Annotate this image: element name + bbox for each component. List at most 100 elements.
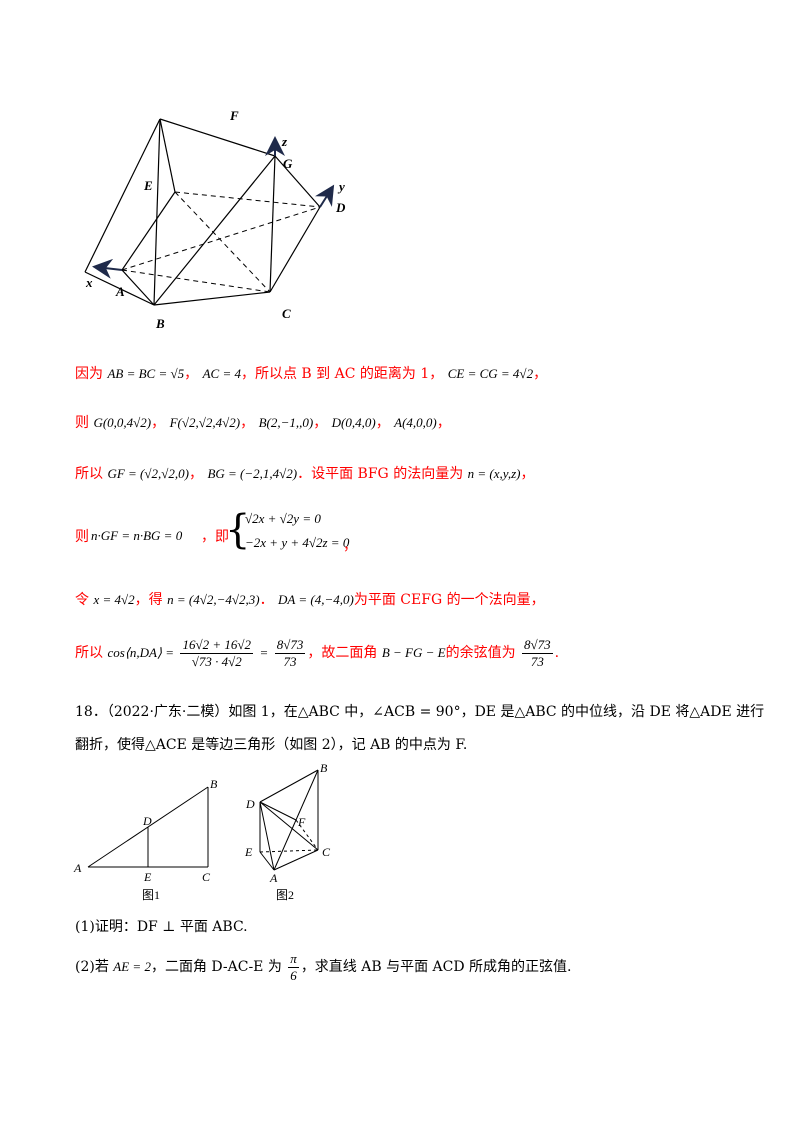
solution-line-5: 令 x = 4√2，得 n = (4√2,−4√2,3)． DA = (4,−4…: [75, 590, 545, 610]
label-z: z: [281, 134, 288, 149]
segment-EA: [259, 851, 275, 871]
y-axis-arrow: [315, 184, 335, 208]
label-G: G: [283, 156, 293, 171]
text: 因为: [75, 366, 103, 382]
math-expr: √2x + √2y = 0: [245, 511, 321, 526]
math-expr: B − FG − E: [381, 645, 446, 660]
math-expr: AE = 2: [113, 959, 151, 974]
text: ，二面角 D-AC-E 为: [150, 959, 282, 975]
segment-AC: [273, 849, 319, 871]
math-expr: n·GF = n·BG = 0: [91, 528, 183, 543]
denominator: 73: [283, 653, 297, 669]
math-expr: DA = (4,−4,0): [278, 592, 354, 607]
text: ，: [343, 538, 357, 554]
text: ．设平面 BFG 的法向量为: [297, 466, 464, 482]
solution-line-3: 所以 GF = (√2,√2,0)， BG = (−2,1,4√2)．设平面 B…: [75, 464, 534, 484]
fig1-label-E: E: [143, 870, 152, 884]
fig2-caption: 图2: [276, 888, 294, 902]
numerator: 8√73: [274, 636, 306, 654]
math-expr: B(2,−1,,0): [258, 415, 314, 430]
text: ，: [313, 415, 328, 431]
text: 所以: [75, 466, 103, 482]
fig1-label-D: D: [142, 814, 152, 828]
solution-line-1: 因为 AB = BC = √5， AC = 4，所以点 B 到 AC 的距离为 …: [75, 364, 547, 384]
text: .: [554, 645, 560, 661]
problem-18-line-1: 18．（2022·广东·二模）如图 1，在△ABC 中，∠ACB = 90°，D…: [75, 704, 765, 720]
math-expr: n = (x,y,z): [467, 466, 521, 481]
denominator: 6: [290, 967, 297, 983]
text: 为平面 CEFG 的一个法向量，: [353, 592, 545, 608]
text: ，: [436, 415, 451, 431]
text: ．: [259, 592, 274, 608]
fig2-label-E: E: [244, 845, 253, 859]
brace: {: [225, 507, 251, 553]
fig2-label-B: B: [320, 761, 328, 775]
label-x: x: [85, 275, 93, 290]
fig2-label-D: D: [245, 797, 255, 811]
segment-EC-hidden: [259, 849, 319, 853]
text: 的余弦值为: [445, 645, 516, 661]
denominator: 73: [530, 653, 544, 669]
solid-hidden-edges: [121, 191, 321, 293]
text: ，: [151, 415, 166, 431]
text: ，: [533, 366, 548, 382]
text: ，: [188, 466, 203, 482]
math-expr: x = 4√2: [93, 592, 135, 607]
fig1-label-B: B: [210, 777, 218, 791]
math-expr: D(0,4,0): [331, 415, 376, 430]
question-1: (1)证明：DF ⊥ 平面 ABC.: [75, 919, 248, 935]
label-C: C: [282, 306, 291, 321]
x-axis-arrow: [92, 258, 123, 279]
fig2-label-C: C: [322, 845, 331, 859]
solid-figure: F z G E y D x A B C: [84, 108, 346, 331]
math-expr: cos⟨n,DA⟩ =: [107, 645, 175, 660]
text: ，即: [201, 529, 229, 545]
text: ，: [240, 415, 255, 431]
label-y: y: [337, 179, 345, 194]
fig2-label-F: F: [297, 815, 306, 829]
fig1-label-C: C: [202, 870, 211, 884]
math-expr: A(4,0,0): [394, 415, 437, 430]
fraction: 8√73 73: [522, 637, 553, 670]
question-2: (2)若 AE = 2，二面角 D-AC-E 为 π 6 ，求直线 AB 与平面 A…: [75, 950, 572, 984]
math-expr: BG = (−2,1,4√2): [207, 466, 298, 481]
label-A: A: [115, 284, 125, 299]
text: 所以: [75, 645, 103, 661]
segment-DA: [259, 801, 275, 871]
math-expr: F(√2,√2,4√2): [169, 415, 241, 430]
text: ，所以点 B 到 AC 的距离为 1，: [240, 366, 444, 382]
text: 令: [75, 592, 89, 608]
math-expr: −2x + y + 4√2z = 0: [245, 535, 350, 550]
math-expr: G(0,0,4√2): [93, 415, 152, 430]
math-expr: n = (4√2,−4√2,3): [167, 592, 260, 607]
solution-line-2: 则 G(0,0,4√2)， F(√2,√2,4√2)， B(2,−1,,0)， …: [75, 413, 451, 433]
segment-DB: [259, 769, 319, 803]
figure-2: B D F E C A 图2: [244, 761, 331, 902]
text: (2)若: [75, 959, 109, 975]
figure-1: A B C D E 图1: [73, 777, 218, 902]
label-F: F: [229, 108, 239, 123]
numerator: π: [288, 950, 299, 968]
text: ，: [184, 366, 199, 382]
segment-FC-hidden: [295, 819, 319, 851]
denominator: √73 · 4√2: [191, 653, 242, 669]
text: 则: [75, 415, 89, 431]
math-expr: AB = BC = √5: [107, 366, 185, 381]
math-expr: AC = 4: [202, 366, 241, 381]
text: 则: [75, 529, 89, 545]
math-expr: =: [259, 645, 269, 660]
text: ，: [375, 415, 390, 431]
text: ，得: [134, 592, 163, 608]
label-D: D: [335, 200, 346, 215]
math-expr: CE = CG = 4√2: [447, 366, 534, 381]
fraction: 16√2 + 16√2 √73 · 4√2: [180, 637, 254, 670]
text: ，求直线 AB 与平面 ACD 所成角的正弦值.: [300, 959, 572, 975]
fig1-caption: 图1: [142, 888, 160, 902]
fig2-label-A: A: [269, 871, 278, 885]
label-B: B: [155, 316, 165, 331]
segment-DC: [259, 801, 319, 851]
segment-DF: [259, 801, 297, 821]
math-expr: GF = (√2,√2,0): [107, 466, 189, 481]
label-E: E: [143, 178, 153, 193]
